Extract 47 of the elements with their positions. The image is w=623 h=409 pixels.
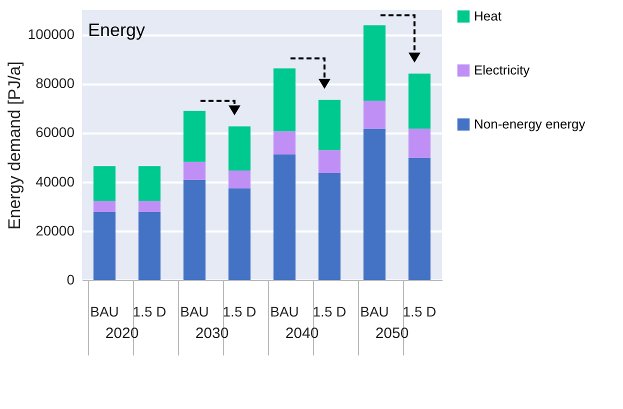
bar <box>363 100 386 129</box>
bar <box>93 212 116 280</box>
text: 2030 <box>195 325 229 342</box>
bar <box>318 150 341 173</box>
bar <box>183 180 206 280</box>
bar <box>138 212 161 280</box>
x-tick-label: BAU <box>90 304 119 320</box>
bar <box>363 25 386 101</box>
bar <box>408 74 431 129</box>
bar <box>318 100 341 150</box>
bar <box>138 200 161 212</box>
legend-label: Heat <box>474 8 502 24</box>
y-tick-label: 100000 <box>28 26 75 42</box>
x-tick-label: 1.5 D <box>222 304 256 320</box>
bar <box>273 68 296 132</box>
bar <box>228 188 251 280</box>
y-tick-label: 0 <box>66 272 75 288</box>
bar <box>273 154 296 280</box>
text: Energy <box>88 20 146 40</box>
y-tick-label: 60000 <box>36 124 75 140</box>
bar <box>228 126 251 171</box>
bar <box>363 128 386 280</box>
bar <box>138 166 161 201</box>
bar <box>408 128 431 158</box>
x-tick-label: 1.5 D <box>132 304 166 320</box>
bar <box>93 200 116 212</box>
y-axis-title: Energy demand [PJ/a] <box>4 61 24 230</box>
bar <box>93 166 116 201</box>
text: 2020 <box>105 325 139 342</box>
legend-label: Non-energy energy <box>474 116 586 132</box>
y-tick-label: 40000 <box>36 173 75 190</box>
x-tick-label: BAU <box>180 304 209 320</box>
x-tick-label: BAU <box>270 304 299 320</box>
bar <box>408 158 431 280</box>
x-tick-label: 1.5 D <box>402 304 436 320</box>
text: 2040 <box>285 325 319 342</box>
bar <box>318 172 341 280</box>
text: 2050 <box>375 325 409 342</box>
bar <box>183 110 206 162</box>
bar <box>228 170 251 188</box>
x-tick-label: 1.5 D <box>312 304 346 320</box>
bar <box>273 131 296 154</box>
bar <box>183 162 206 180</box>
y-tick-label: 80000 <box>36 75 75 92</box>
y-tick-label: 20000 <box>36 222 75 238</box>
x-tick-label: BAU <box>360 304 389 320</box>
legend-label: Electricity <box>474 62 530 78</box>
